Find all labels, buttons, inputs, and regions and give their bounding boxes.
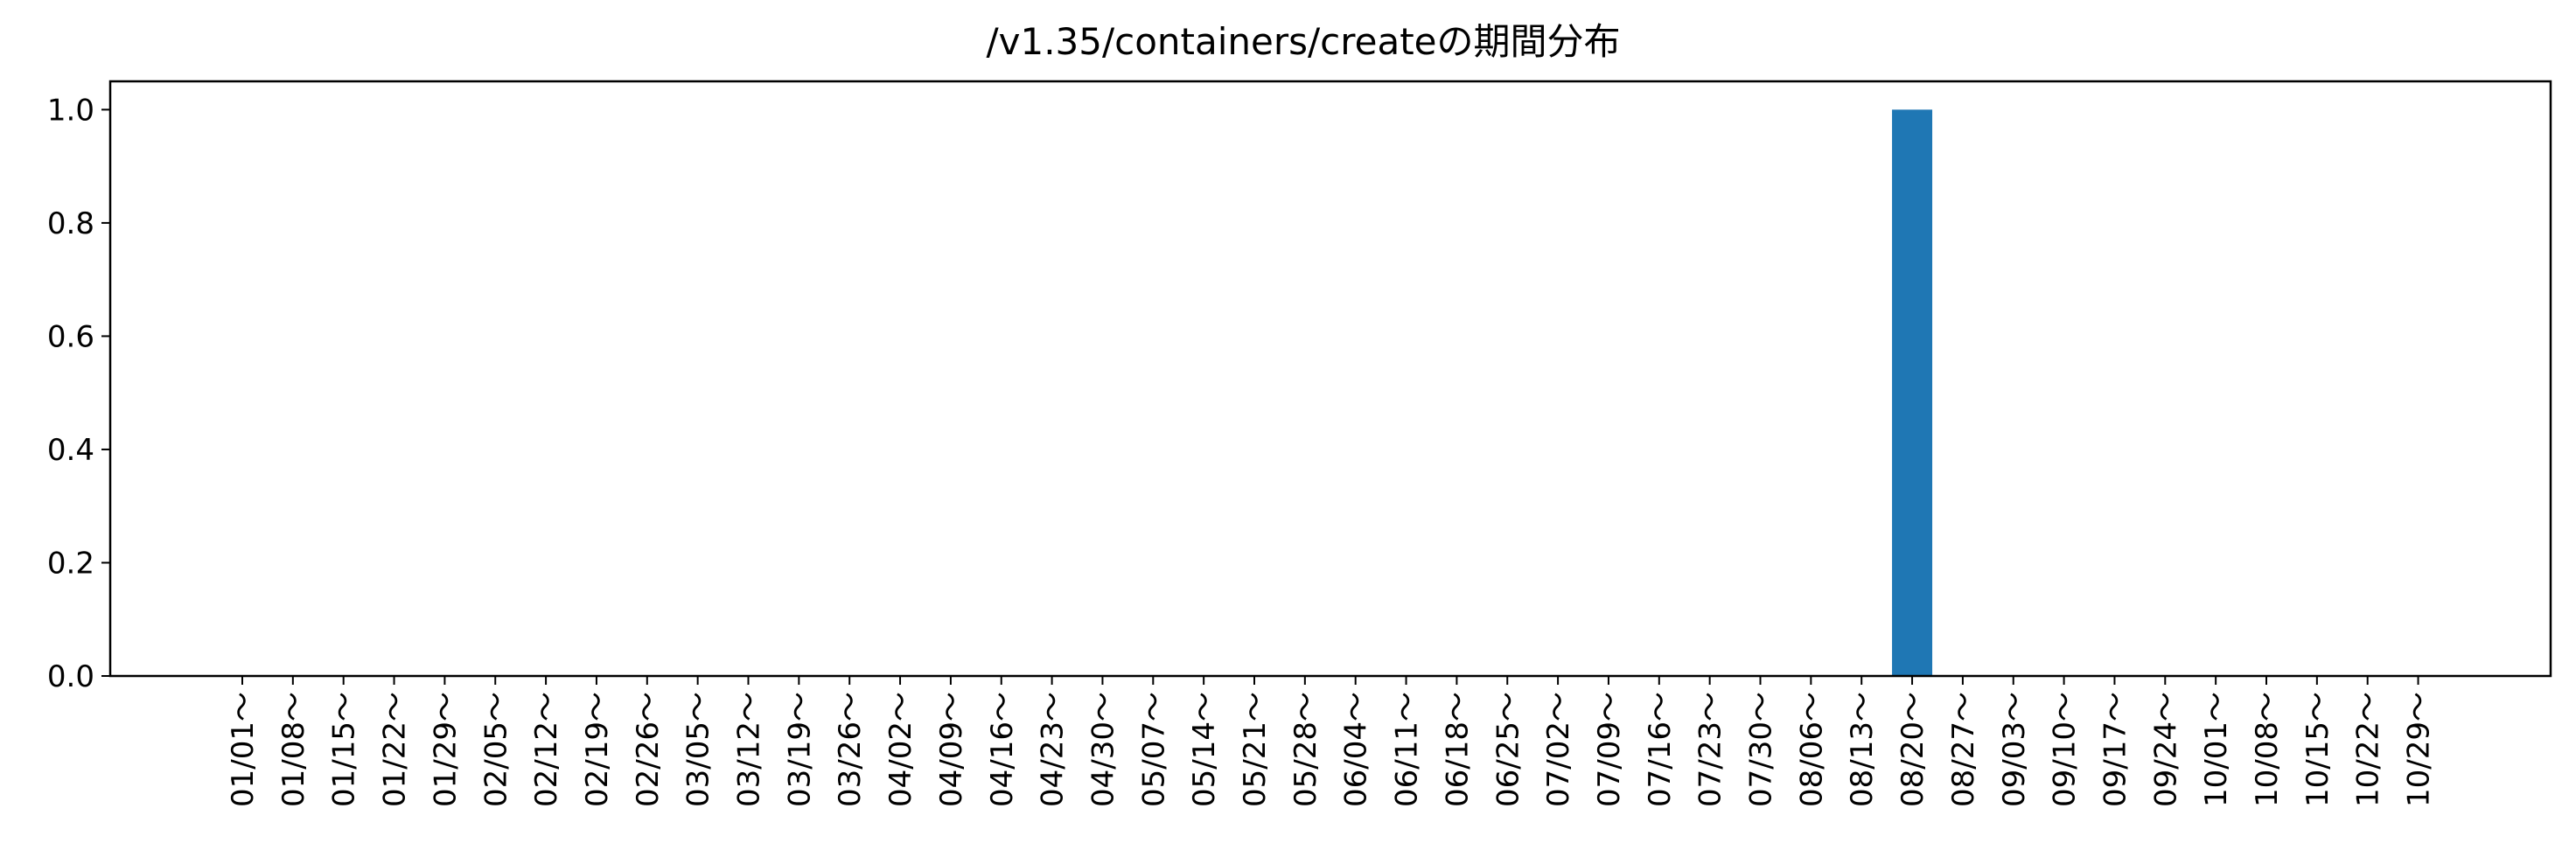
x-tick-label: 01/01～ <box>226 692 261 807</box>
x-tick-label: 05/21～ <box>1238 692 1273 807</box>
x-tick-label: 03/12～ <box>732 692 767 807</box>
x-tick-label: 08/13～ <box>1845 692 1880 807</box>
x-tick-label: 10/15～ <box>2300 692 2335 807</box>
x-tick-label: 03/05～ <box>681 692 716 807</box>
plot-frame <box>108 80 2552 678</box>
y-tick-label: 0.4 <box>47 433 94 468</box>
x-tick-label: 04/16～ <box>985 692 1020 807</box>
y-tick-label: 0.8 <box>47 206 94 241</box>
y-tick-label: 0.2 <box>47 546 94 581</box>
x-tick-label: 06/18～ <box>1440 692 1475 807</box>
x-tick-label: 06/25～ <box>1490 692 1525 807</box>
x-axis: 01/01～ 01/08～ 01/15～ 01/22～ 01/29～ 02/05～ 02/1… <box>226 676 2437 807</box>
x-tick-label: 02/19～ <box>580 692 615 807</box>
x-tick-label: 07/02～ <box>1541 692 1576 807</box>
x-tick-label: 01/15～ <box>327 692 362 807</box>
x-tick-label: 10/22～ <box>2351 692 2386 807</box>
x-tick-label: 07/23～ <box>1693 692 1728 807</box>
x-tick-label: 07/30～ <box>1744 692 1779 807</box>
x-tick-label: 04/09～ <box>934 692 969 807</box>
x-tick-label: 10/08～ <box>2250 692 2285 807</box>
x-tick-label: 06/11～ <box>1390 692 1425 807</box>
x-tick-label: 10/29～ <box>2402 692 2437 807</box>
x-tick-label: 02/26～ <box>631 692 666 807</box>
x-tick-label: 01/29～ <box>428 692 463 807</box>
x-tick-label: 03/26～ <box>833 692 868 807</box>
y-tick-label: 0.0 <box>47 659 94 694</box>
x-tick-label: 04/02～ <box>883 692 918 807</box>
x-tick-label: 08/20～ <box>1895 692 1930 807</box>
x-tick-label: 04/23～ <box>1036 692 1071 807</box>
x-tick-label: 03/19～ <box>782 692 817 807</box>
x-tick-label: 05/07～ <box>1136 692 1171 807</box>
y-axis: 0.0 0.2 0.4 0.6 0.8 1.0 <box>47 93 110 694</box>
y-tick-label: 0.6 <box>47 319 94 354</box>
bars-group <box>1892 109 1933 676</box>
chart-title: /v1.35/containers/createの期間分布 <box>986 20 1620 63</box>
bar-33 <box>1892 109 1933 676</box>
x-tick-label: 10/01～ <box>2199 692 2234 807</box>
x-tick-label: 09/03～ <box>1997 692 2032 807</box>
x-tick-label: 02/05～ <box>478 692 513 807</box>
x-tick-label: 06/04～ <box>1339 692 1374 807</box>
x-tick-label: 07/16～ <box>1643 692 1678 807</box>
x-tick-label: 09/24～ <box>2148 692 2183 807</box>
x-tick-label: 09/10～ <box>2048 692 2083 807</box>
x-tick-label: 01/22～ <box>378 692 413 807</box>
y-tick-label: 1.0 <box>47 93 94 128</box>
x-tick-label: 07/09～ <box>1592 692 1627 807</box>
x-tick-label: 09/17～ <box>2098 692 2133 807</box>
x-tick-label: 08/06～ <box>1794 692 1829 807</box>
x-tick-label: 08/27～ <box>1946 692 1981 807</box>
x-tick-label: 05/28～ <box>1288 692 1323 807</box>
x-tick-label: 05/14～ <box>1187 692 1222 807</box>
x-tick-label: 04/30～ <box>1086 692 1120 807</box>
x-tick-label: 01/08～ <box>276 692 311 807</box>
x-tick-label: 02/12～ <box>529 692 564 807</box>
